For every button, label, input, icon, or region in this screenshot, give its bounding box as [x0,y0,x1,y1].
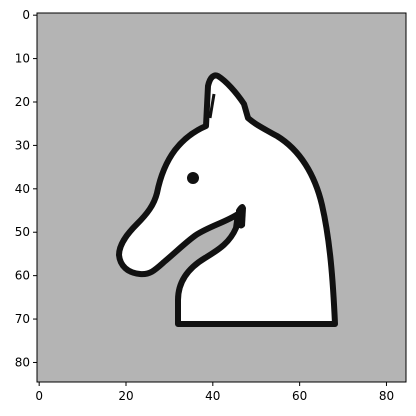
x-tick-label: 20 [118,389,133,403]
y-tick-label: 60 [15,269,30,283]
y-tick-label: 0 [22,8,30,22]
y-tick-label: 50 [15,225,30,239]
y-tick-label: 30 [15,138,30,152]
x-axis: 0 20 40 60 80 [35,382,394,403]
y-tick-label: 10 [15,52,30,66]
y-tick-label: 20 [15,95,30,109]
image-area [37,13,406,382]
y-axis: 0 10 20 30 40 50 60 70 80 [15,8,37,369]
y-tick-label: 80 [15,355,30,369]
y-tick-label: 40 [15,182,30,196]
x-tick-label: 0 [35,389,43,403]
knight-jaw [236,204,246,228]
knight-eye [187,172,199,184]
x-tick-label: 80 [379,389,394,403]
x-tick-label: 40 [205,389,220,403]
x-tick-label: 60 [292,389,307,403]
y-tick-label: 70 [15,312,30,326]
